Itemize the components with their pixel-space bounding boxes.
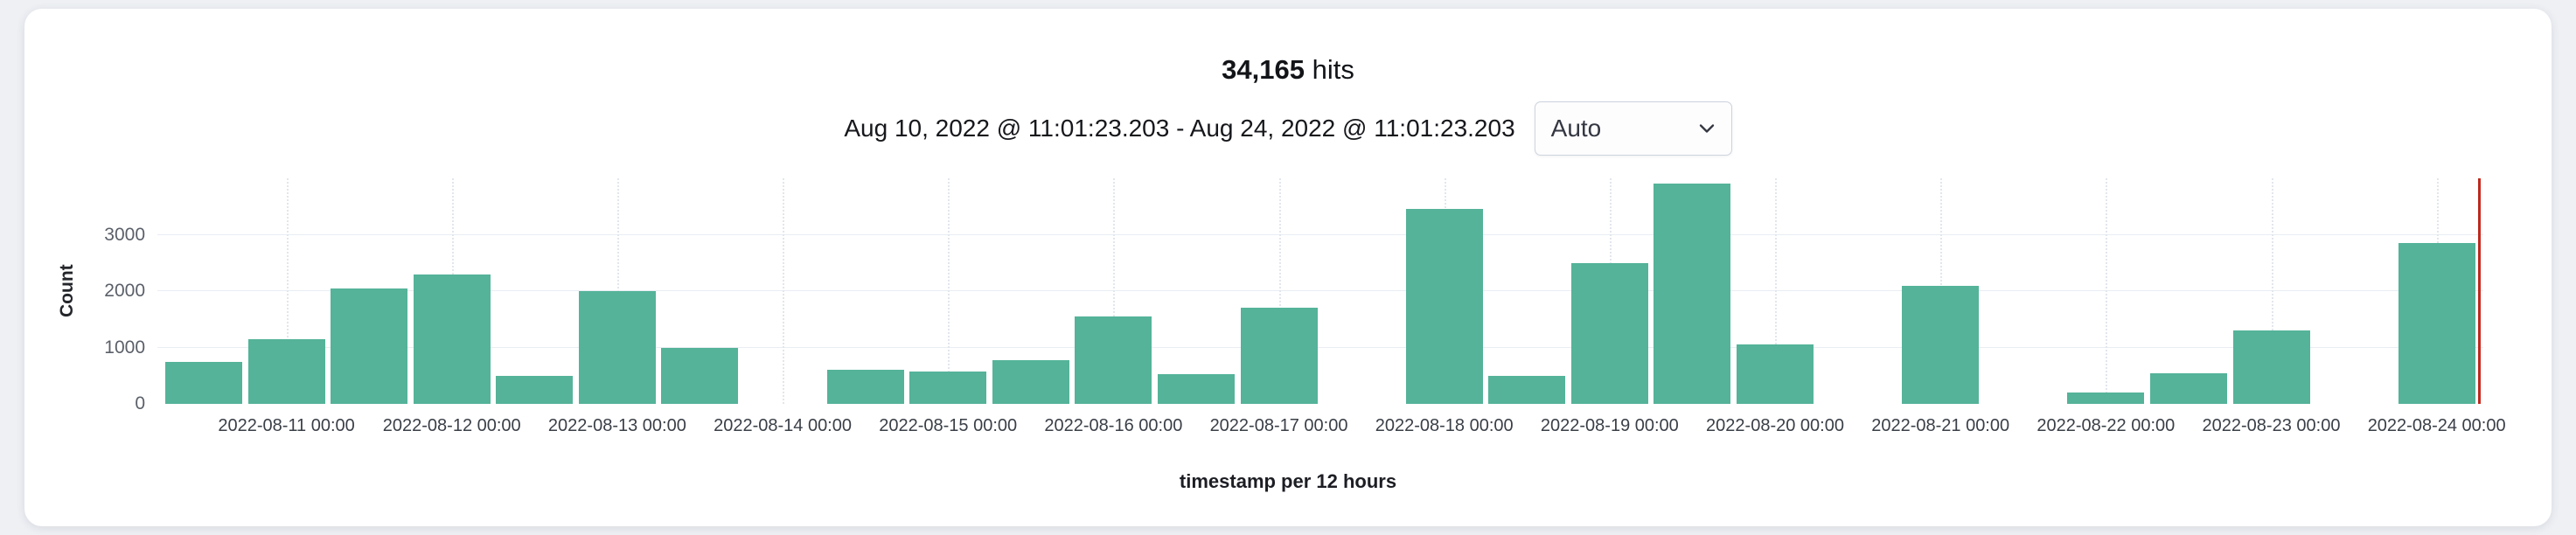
- x-tick-label: 2022-08-13 00:00: [547, 416, 686, 435]
- y-tick-label: 2000: [104, 281, 145, 301]
- histogram-bar[interactable]: [1570, 262, 1648, 404]
- histogram-bar[interactable]: [1654, 184, 1731, 404]
- h-gridline: [157, 233, 2483, 235]
- histogram-bar[interactable]: [496, 375, 574, 404]
- x-tick-label: 2022-08-23 00:00: [2202, 416, 2341, 435]
- histogram-panel: 34,165 hits Aug 10, 2022 @ 11:01:23.203 …: [24, 9, 2552, 526]
- x-tick-label: 2022-08-15 00:00: [879, 416, 1018, 435]
- v-gridline: [1278, 178, 1281, 404]
- current-time-marker: [2478, 178, 2481, 404]
- histogram-bar[interactable]: [165, 361, 242, 404]
- x-tick-label: 2022-08-22 00:00: [2036, 416, 2176, 435]
- x-tick-label: 2022-08-12 00:00: [382, 416, 521, 435]
- hits-label: hits: [1312, 54, 1354, 85]
- x-tick-label: 2022-08-24 00:00: [2367, 416, 2506, 435]
- y-tick-label: 3000: [104, 224, 145, 245]
- v-gridline: [1113, 178, 1116, 404]
- histogram-bar[interactable]: [2232, 330, 2310, 404]
- plot-area[interactable]: [157, 178, 2483, 404]
- x-tick-label: 2022-08-20 00:00: [1706, 416, 1844, 435]
- histogram-bar[interactable]: [1075, 316, 1152, 404]
- v-gridline: [783, 178, 785, 404]
- histogram-bar[interactable]: [1405, 209, 1483, 404]
- histogram-bar[interactable]: [578, 291, 656, 404]
- histogram-bar[interactable]: [2398, 243, 2475, 404]
- x-axis-ticks: 2022-08-11 00:00 2022-08-12 00:00 2022-08-…: [24, 416, 2552, 441]
- x-tick-label: 2022-08-19 00:00: [1540, 416, 1679, 435]
- histogram-bar[interactable]: [1240, 308, 1318, 404]
- histogram-bar[interactable]: [413, 274, 491, 404]
- histogram-bar[interactable]: [331, 288, 408, 404]
- x-axis-title: timestamp per 12 hours: [1179, 470, 1397, 492]
- histogram-bar[interactable]: [1737, 344, 1814, 404]
- histogram-bar[interactable]: [247, 338, 325, 404]
- histogram-bar[interactable]: [1902, 285, 1980, 404]
- histogram-bar[interactable]: [992, 359, 1069, 404]
- y-tick-label: 0: [135, 393, 145, 413]
- x-tick-label: 2022-08-16 00:00: [1044, 416, 1183, 435]
- v-gridline: [1775, 178, 1778, 404]
- v-gridline: [948, 178, 950, 404]
- y-axis-ticks: 0 1000 2000 3000: [24, 178, 145, 414]
- x-tick-label: 2022-08-14 00:00: [714, 416, 852, 435]
- x-tick-label: 2022-08-18 00:00: [1375, 416, 1514, 435]
- x-tick-label: 2022-08-21 00:00: [1871, 416, 2010, 435]
- chart-title: 34,165 hits: [24, 54, 2552, 86]
- interval-select[interactable]: Auto: [1534, 101, 1732, 156]
- histogram-bar[interactable]: [2149, 372, 2227, 404]
- histogram-bar[interactable]: [1488, 375, 1566, 404]
- y-tick-label: 1000: [104, 337, 145, 358]
- v-gridline: [2271, 178, 2273, 404]
- histogram-bar[interactable]: [661, 347, 739, 404]
- histogram-bar[interactable]: [2067, 393, 2145, 404]
- x-tick-label: 2022-08-17 00:00: [1209, 416, 1348, 435]
- hits-count: 34,165: [1222, 54, 1305, 85]
- h-gridline: [157, 346, 2483, 348]
- chevron-down-icon: [1699, 124, 1714, 133]
- histogram-bar[interactable]: [909, 371, 987, 404]
- time-range-row: Aug 10, 2022 @ 11:01:23.203 - Aug 24, 20…: [24, 101, 2552, 156]
- h-gridline: [157, 290, 2483, 291]
- time-range-label: Aug 10, 2022 @ 11:01:23.203 - Aug 24, 20…: [844, 115, 1515, 142]
- histogram-bar[interactable]: [826, 370, 904, 404]
- x-tick-label: 2022-08-11 00:00: [218, 416, 355, 435]
- v-gridline: [2106, 178, 2108, 404]
- interval-select-value: Auto: [1550, 115, 1602, 142]
- histogram-bar[interactable]: [1157, 374, 1235, 404]
- v-gridline: [286, 178, 289, 404]
